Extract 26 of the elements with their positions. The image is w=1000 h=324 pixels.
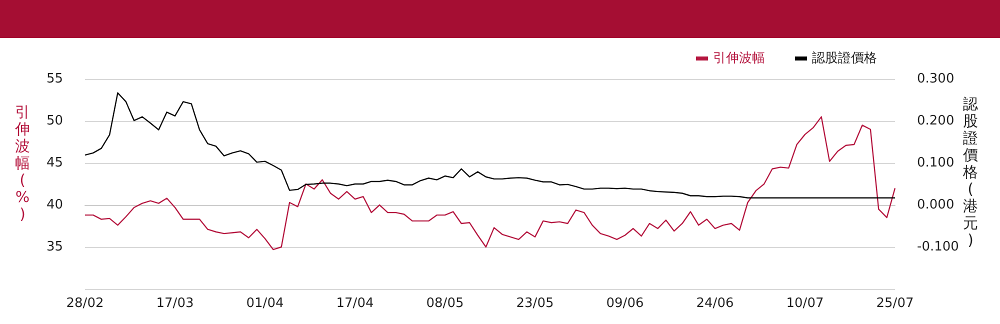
line-series [84,116,896,250]
x-tick-label: 17/03 [156,296,194,311]
x-tick-label: 09/06 [606,296,644,311]
y2-tick-label: 0.100 [917,156,954,170]
x-tick-label: 23/05 [516,296,554,311]
y-tick-label: 40 [46,198,63,212]
line-series [84,92,896,198]
y2-tick-label: 0.000 [917,198,954,212]
y-tick-label: 50 [46,114,63,128]
y2-tick-label: 0.200 [917,114,954,128]
x-tick-label: 10/07 [786,296,824,311]
legend-label: 引伸波幅 [713,51,765,66]
y-tick-label: 55 [46,72,63,86]
y2-tick-label: -0.100 [917,240,959,254]
x-tick-label: 01/04 [246,296,284,311]
y-tick-label: 45 [46,156,63,170]
x-tick-label: 28/02 [66,296,104,311]
y2-tick-label: 0.300 [917,72,954,86]
x-tick-label: 17/04 [336,296,374,311]
y-axis-title: 引伸波幅(%) [14,103,31,223]
x-tick-label: 24/06 [696,296,734,311]
x-tick-label: 25/07 [876,296,914,311]
x-tick-label: 08/05 [426,296,464,311]
y-tick-label: 35 [46,240,63,254]
text: 認股證價格(港元) [963,95,978,249]
legend-label: 認股證價格 [812,51,877,66]
